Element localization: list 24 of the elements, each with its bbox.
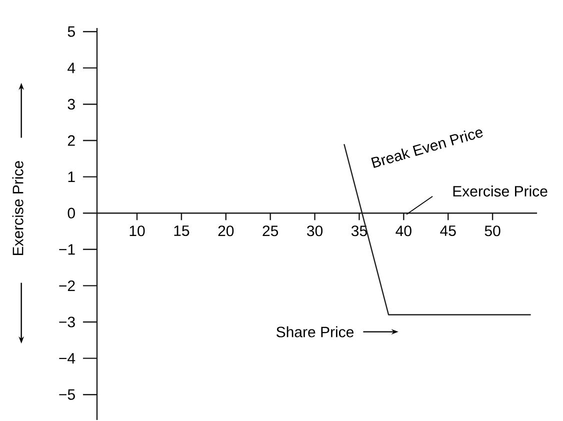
y-tick-label: −2 — [59, 280, 75, 291]
x-tick-label: 30 — [307, 226, 323, 236]
x-tick-label: 15 — [174, 226, 190, 236]
y-tick-label: 5 — [68, 26, 75, 37]
x-tick-label: 40 — [396, 226, 412, 236]
x-tick-label: 35 — [351, 226, 367, 236]
annotation: Break Even Price — [371, 130, 483, 168]
x-tick-label: 25 — [262, 226, 278, 236]
y-axis-title: Exercise Price — [12, 161, 24, 256]
y-tick-label: 3 — [68, 98, 75, 110]
y-tick-label: 0 — [68, 208, 75, 218]
x-axis-title: Share Price — [276, 326, 354, 338]
y-tick-label: 4 — [68, 62, 76, 74]
annotation: Exercise Price — [453, 186, 548, 197]
x-tick-label: 50 — [484, 226, 500, 236]
y-tick-label: −4 — [59, 353, 76, 364]
y-tick-label: −3 — [59, 316, 75, 328]
y-tick-label: 1 — [68, 172, 75, 182]
y-tick-label: 2 — [68, 135, 75, 146]
y-tick-label: −5 — [59, 389, 75, 400]
x-tick-label: 20 — [218, 226, 234, 236]
x-tick-label: 10 — [130, 226, 145, 236]
y-tick-label: −1 — [59, 244, 75, 255]
x-tick-label: 45 — [440, 226, 456, 236]
